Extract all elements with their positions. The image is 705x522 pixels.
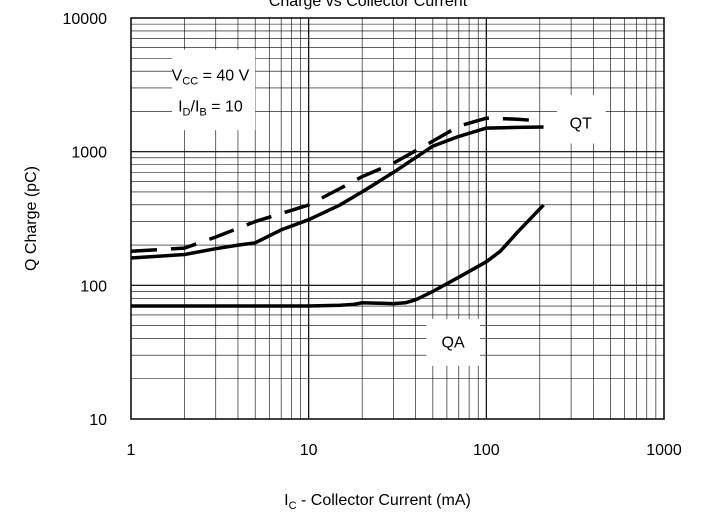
x-label-text: - Collector Current (mA): [297, 492, 471, 509]
plot-frame: [130, 17, 665, 420]
conditions-vcc: VCC = 40 V: [172, 68, 250, 88]
y-tick-label: 1000: [71, 145, 107, 162]
x-axis-label: IC - Collector Current (mA): [284, 492, 471, 512]
ib-symbol: /I: [191, 98, 200, 115]
x-label-subscript: C: [289, 500, 297, 512]
ratio-value: = 10: [207, 98, 243, 115]
y-tick-label: 100: [80, 278, 107, 295]
x-label-symbol: I: [284, 492, 288, 509]
y-tick-label: 10: [89, 412, 107, 429]
series-line-qa: [131, 203, 545, 308]
vcc-symbol: V: [172, 68, 183, 85]
x-tick-label: 100: [473, 442, 500, 459]
conditions-box-background: [171, 49, 256, 131]
x-tick-label: 1: [127, 442, 136, 459]
x-tick-label: 1000: [646, 442, 682, 459]
qa-label-background: [426, 318, 480, 366]
series-line-dashed: [130, 116, 540, 253]
vcc-value: = 40 V: [198, 68, 249, 85]
series-label-qa: QA: [442, 335, 465, 352]
conditions-id-ib: ID/IB = 10: [178, 98, 243, 118]
series-layer: [130, 116, 545, 308]
id-subscript: D: [183, 106, 191, 118]
y-axis-label: Q Charge (pC): [23, 166, 40, 271]
title-background: [250, 0, 480, 10]
vcc-subscript: CC: [182, 76, 198, 88]
series-label-qt: QT: [570, 116, 592, 133]
ib-subscript: B: [199, 106, 206, 118]
qt-label-background: [557, 95, 606, 144]
chart-title: Charge vs Collector Current: [269, 0, 468, 10]
id-symbol: I: [178, 98, 182, 115]
series-line-qt: [130, 125, 544, 260]
y-tick-labels: 10 100 1000 10000: [63, 11, 108, 429]
x-tick-labels: 1 10 100 1000: [127, 442, 682, 459]
y-tick-label: 10000: [63, 11, 108, 28]
x-tick-label: 10: [300, 442, 318, 459]
